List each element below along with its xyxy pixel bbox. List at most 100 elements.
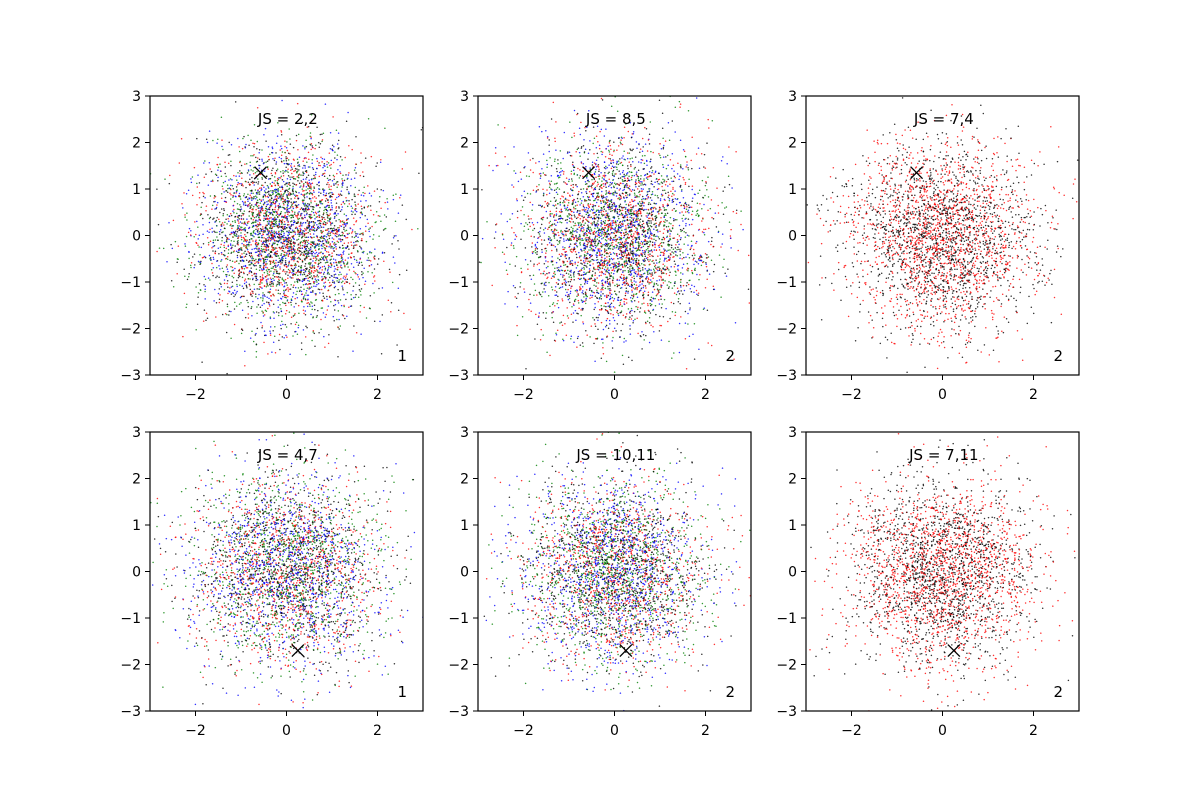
scatter-point [341,285,343,287]
scatter-point [256,279,259,281]
scatter-point [266,282,268,284]
scatter-point [337,139,340,142]
scatter-point [190,230,192,232]
scatter-point [310,114,313,116]
scatter-point [352,247,355,250]
scatter-point [333,217,336,219]
scatter-point [278,203,281,205]
scatter-point [254,172,257,174]
scatter-point [229,184,232,187]
scatter-point [647,304,649,307]
scatter-point [284,201,287,204]
scatter-point [220,175,223,177]
scatter-point [648,170,651,173]
scatter-point [340,208,343,211]
scatter-point [563,171,565,173]
scatter-point [563,204,566,206]
scatter-point [232,187,235,190]
scatter-point [267,196,270,199]
scatter-point [235,292,237,294]
scatter-point [333,145,335,148]
scatter-point [310,275,313,277]
scatter-point [259,276,262,278]
scatter-point [383,214,386,216]
scatter-point [316,160,319,163]
scatter-point [294,231,296,233]
scatter-point [313,264,315,267]
scatter-point [260,255,263,257]
scatter-point [325,192,328,195]
scatter-point [288,239,291,242]
scatter-point [310,272,312,274]
scatter-point [575,242,577,244]
scatter-point [360,294,362,296]
scatter-point [193,235,195,238]
scatter-point [322,193,325,196]
scatter-point [261,310,263,312]
scatter-point [282,180,285,183]
scatter-point [311,145,313,147]
scatter-point [283,253,285,256]
scatter-point [672,218,675,220]
scatter-point [242,194,245,197]
scatter-point [255,296,257,298]
scatter-point [254,232,256,235]
scatter-point [274,219,276,222]
scatter-point [292,292,295,294]
scatter-point [272,283,275,286]
scatter-point [236,219,239,221]
scatter-point [329,259,331,261]
scatter-point [256,327,259,330]
scatter-point [228,310,231,313]
scatter-point [584,302,587,305]
scatter-point [577,335,579,338]
scatter-point [240,184,243,186]
scatter-point [621,266,624,268]
scatter-point [278,272,281,275]
scatter-point [284,282,286,284]
scatter-point [278,220,281,223]
scatter-point [313,332,316,335]
scatter-point [260,240,263,242]
scatter-point [301,273,304,276]
scatter-point [213,244,216,247]
scatter-point [218,221,221,223]
scatter-point [204,288,206,291]
scatter-point [317,204,320,207]
scatter-point [281,197,283,200]
scatter-point [666,203,669,205]
scatter-point [258,193,261,195]
scatter-point [327,179,330,182]
scatter-point [729,235,732,237]
scatter-point [268,252,270,255]
scatter-point [247,317,250,319]
y-tick-label: −3 [120,368,141,384]
scatter-point [658,246,661,249]
scatter-point [291,236,294,238]
scatter-point [278,312,280,314]
scatter-point [338,328,340,330]
scatter-point [327,268,329,271]
scatter-point [364,215,366,217]
scatter-point [265,249,267,252]
scatter-point [540,272,542,275]
scatter-point [594,171,597,173]
scatter-point [325,211,328,214]
scatter-point [613,236,615,239]
scatter-point [650,296,653,299]
scatter-point [294,190,297,193]
scatter-point [269,213,271,215]
scatter-point [345,214,348,217]
scatter-point [335,207,337,209]
scatter-point [262,196,264,199]
scatter-point [350,178,353,180]
scatter-point [304,202,306,205]
scatter-point [298,165,301,168]
scatter-point [253,221,255,223]
scatter-point [338,274,340,276]
scatter-point [239,221,242,223]
scatter-point [281,277,284,279]
scatter-point [236,243,239,245]
scatter-point [640,262,643,265]
scatter-point [359,228,362,230]
